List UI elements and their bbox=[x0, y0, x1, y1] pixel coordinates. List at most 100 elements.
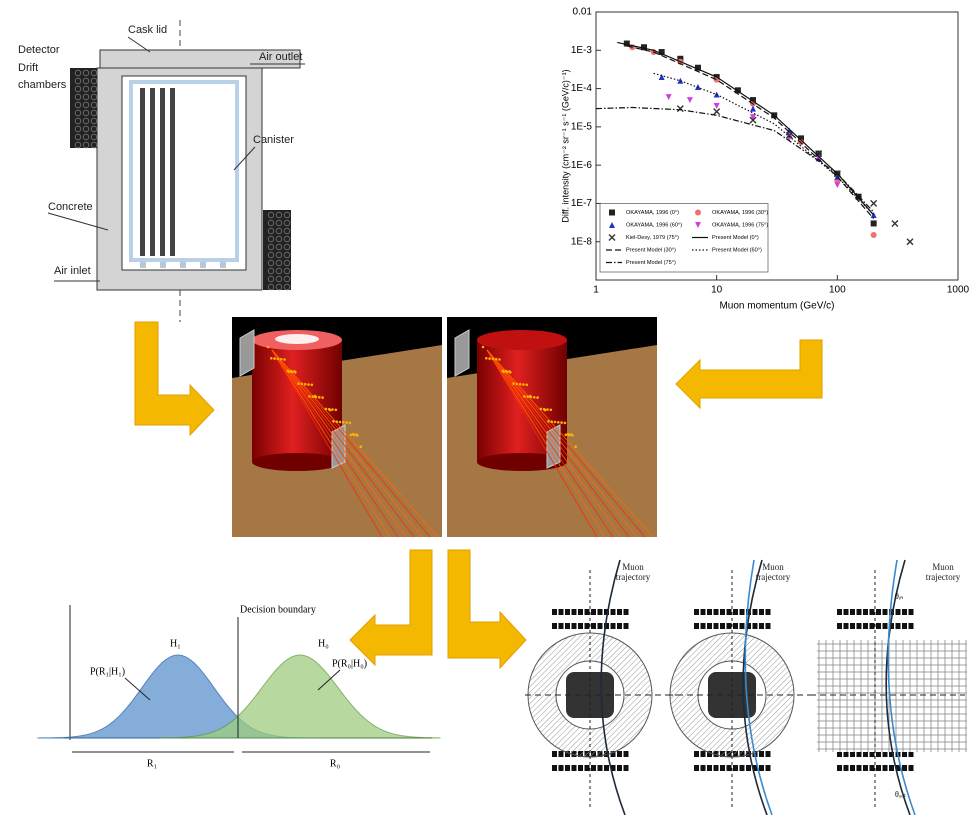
fuel-rod bbox=[160, 88, 165, 256]
support bbox=[140, 262, 146, 268]
legend-label: Present Model (0°) bbox=[712, 235, 759, 241]
hit bbox=[291, 371, 294, 374]
hit bbox=[335, 409, 338, 412]
flow-arrow bbox=[135, 322, 214, 435]
hit bbox=[342, 421, 345, 424]
hit bbox=[544, 409, 547, 412]
hit bbox=[307, 383, 310, 386]
x-axis-label: Muon momentum (GeV/c) bbox=[719, 301, 834, 312]
hit bbox=[509, 371, 512, 374]
cylinder bbox=[252, 340, 342, 462]
support bbox=[160, 262, 166, 268]
hit bbox=[329, 409, 332, 412]
hit bbox=[267, 346, 270, 349]
y-tick-label: 1E-5 bbox=[571, 121, 593, 132]
fuel-rod bbox=[150, 88, 155, 256]
h0-label: H₀ bbox=[318, 638, 329, 649]
trajectory-label: Muon trajectory bbox=[748, 562, 798, 582]
y-tick-label: 1E-3 bbox=[571, 45, 593, 56]
hit bbox=[283, 358, 286, 361]
hit bbox=[571, 434, 574, 437]
theta-in-label: θᵢₙ bbox=[895, 592, 903, 601]
support bbox=[200, 262, 206, 268]
y-tick-label: 1E-4 bbox=[571, 83, 593, 94]
hit bbox=[506, 371, 509, 374]
y-tick-label: 1E-8 bbox=[571, 236, 593, 247]
theta-out-label: θₒᵤₜ bbox=[895, 790, 906, 799]
detector-label: Detector bbox=[18, 44, 60, 56]
support bbox=[180, 262, 186, 268]
hit bbox=[488, 357, 491, 360]
p0-label: P(R₀|H₀) bbox=[332, 658, 367, 669]
hit bbox=[315, 396, 318, 399]
hit bbox=[350, 434, 353, 437]
hit bbox=[482, 346, 485, 349]
hit bbox=[270, 357, 273, 360]
hit bbox=[492, 358, 495, 361]
hit bbox=[301, 383, 304, 386]
hit bbox=[331, 408, 334, 411]
hit bbox=[519, 383, 522, 386]
hit bbox=[280, 358, 283, 361]
hit bbox=[512, 382, 515, 385]
decision-boundary-label: Decision boundary bbox=[240, 604, 316, 615]
cylinder-top bbox=[477, 330, 567, 350]
hit bbox=[565, 434, 568, 437]
legend-label: OKAYAMA, 1996 (60°) bbox=[626, 222, 682, 228]
hit bbox=[308, 395, 311, 398]
hit bbox=[304, 383, 307, 386]
hit bbox=[550, 420, 553, 423]
hit bbox=[526, 384, 529, 387]
hit bbox=[526, 395, 529, 398]
flow-arrow bbox=[448, 550, 526, 668]
canister bbox=[131, 82, 237, 260]
trajectory-label: Muon trajectory bbox=[608, 562, 658, 582]
hit bbox=[353, 434, 356, 437]
x-tick-label: 10 bbox=[711, 285, 723, 296]
hit bbox=[574, 445, 577, 448]
hit bbox=[523, 395, 526, 398]
voxel-grid bbox=[817, 640, 967, 752]
legend-label: OKAYAMA, 1996 (0°) bbox=[626, 210, 679, 216]
flow-arrow bbox=[676, 340, 822, 408]
hit bbox=[349, 422, 352, 425]
hit bbox=[311, 384, 314, 387]
hit bbox=[547, 420, 550, 423]
h1-label: H₁ bbox=[170, 638, 181, 649]
x-tick-label: 1000 bbox=[947, 285, 970, 296]
hit bbox=[287, 370, 290, 373]
hit bbox=[311, 395, 314, 398]
data-point bbox=[609, 210, 615, 216]
hit bbox=[516, 383, 519, 386]
concrete-label: Concrete bbox=[48, 201, 93, 213]
hit bbox=[359, 445, 362, 448]
hit bbox=[294, 371, 297, 374]
hit bbox=[339, 421, 342, 424]
detector-plate bbox=[455, 330, 469, 376]
flow-arrow bbox=[350, 550, 432, 665]
figure: 11010010001E-81E-71E-61E-51E-41E-30.01Mu… bbox=[0, 0, 973, 815]
legend-label: OKAYAMA, 1996 (30°) bbox=[712, 210, 768, 216]
fuel-rod bbox=[170, 88, 175, 256]
trajectory-label: Muon trajectory bbox=[918, 562, 968, 582]
canister-label: Canister bbox=[253, 134, 294, 146]
data-point bbox=[871, 232, 877, 238]
support bbox=[220, 262, 226, 268]
y-tick-label: 0.01 bbox=[573, 7, 593, 18]
hit bbox=[540, 408, 543, 411]
fuel-rod bbox=[140, 88, 145, 256]
drift-chambers-label: Drift chambers bbox=[18, 60, 68, 94]
hit bbox=[318, 396, 321, 399]
hit bbox=[498, 358, 501, 361]
data-point bbox=[695, 210, 701, 216]
hit bbox=[550, 409, 553, 412]
legend-label: OKAYAMA, 1996 (75°) bbox=[712, 222, 768, 228]
page: Muon imaging of dry storage cask {"cask_… bbox=[0, 0, 973, 815]
y-axis-label: Diff. intensity (cm⁻² sr⁻¹ s⁻¹ (GeV/c)⁻¹… bbox=[560, 69, 570, 222]
cask-lid-label: Cask lid bbox=[128, 24, 167, 36]
x-tick-label: 1 bbox=[593, 285, 599, 296]
hit bbox=[536, 396, 539, 399]
hit bbox=[332, 420, 335, 423]
legend-label: Kiel-Desy, 1979 (75°) bbox=[626, 235, 679, 241]
r1-label: R₁ bbox=[147, 758, 157, 769]
